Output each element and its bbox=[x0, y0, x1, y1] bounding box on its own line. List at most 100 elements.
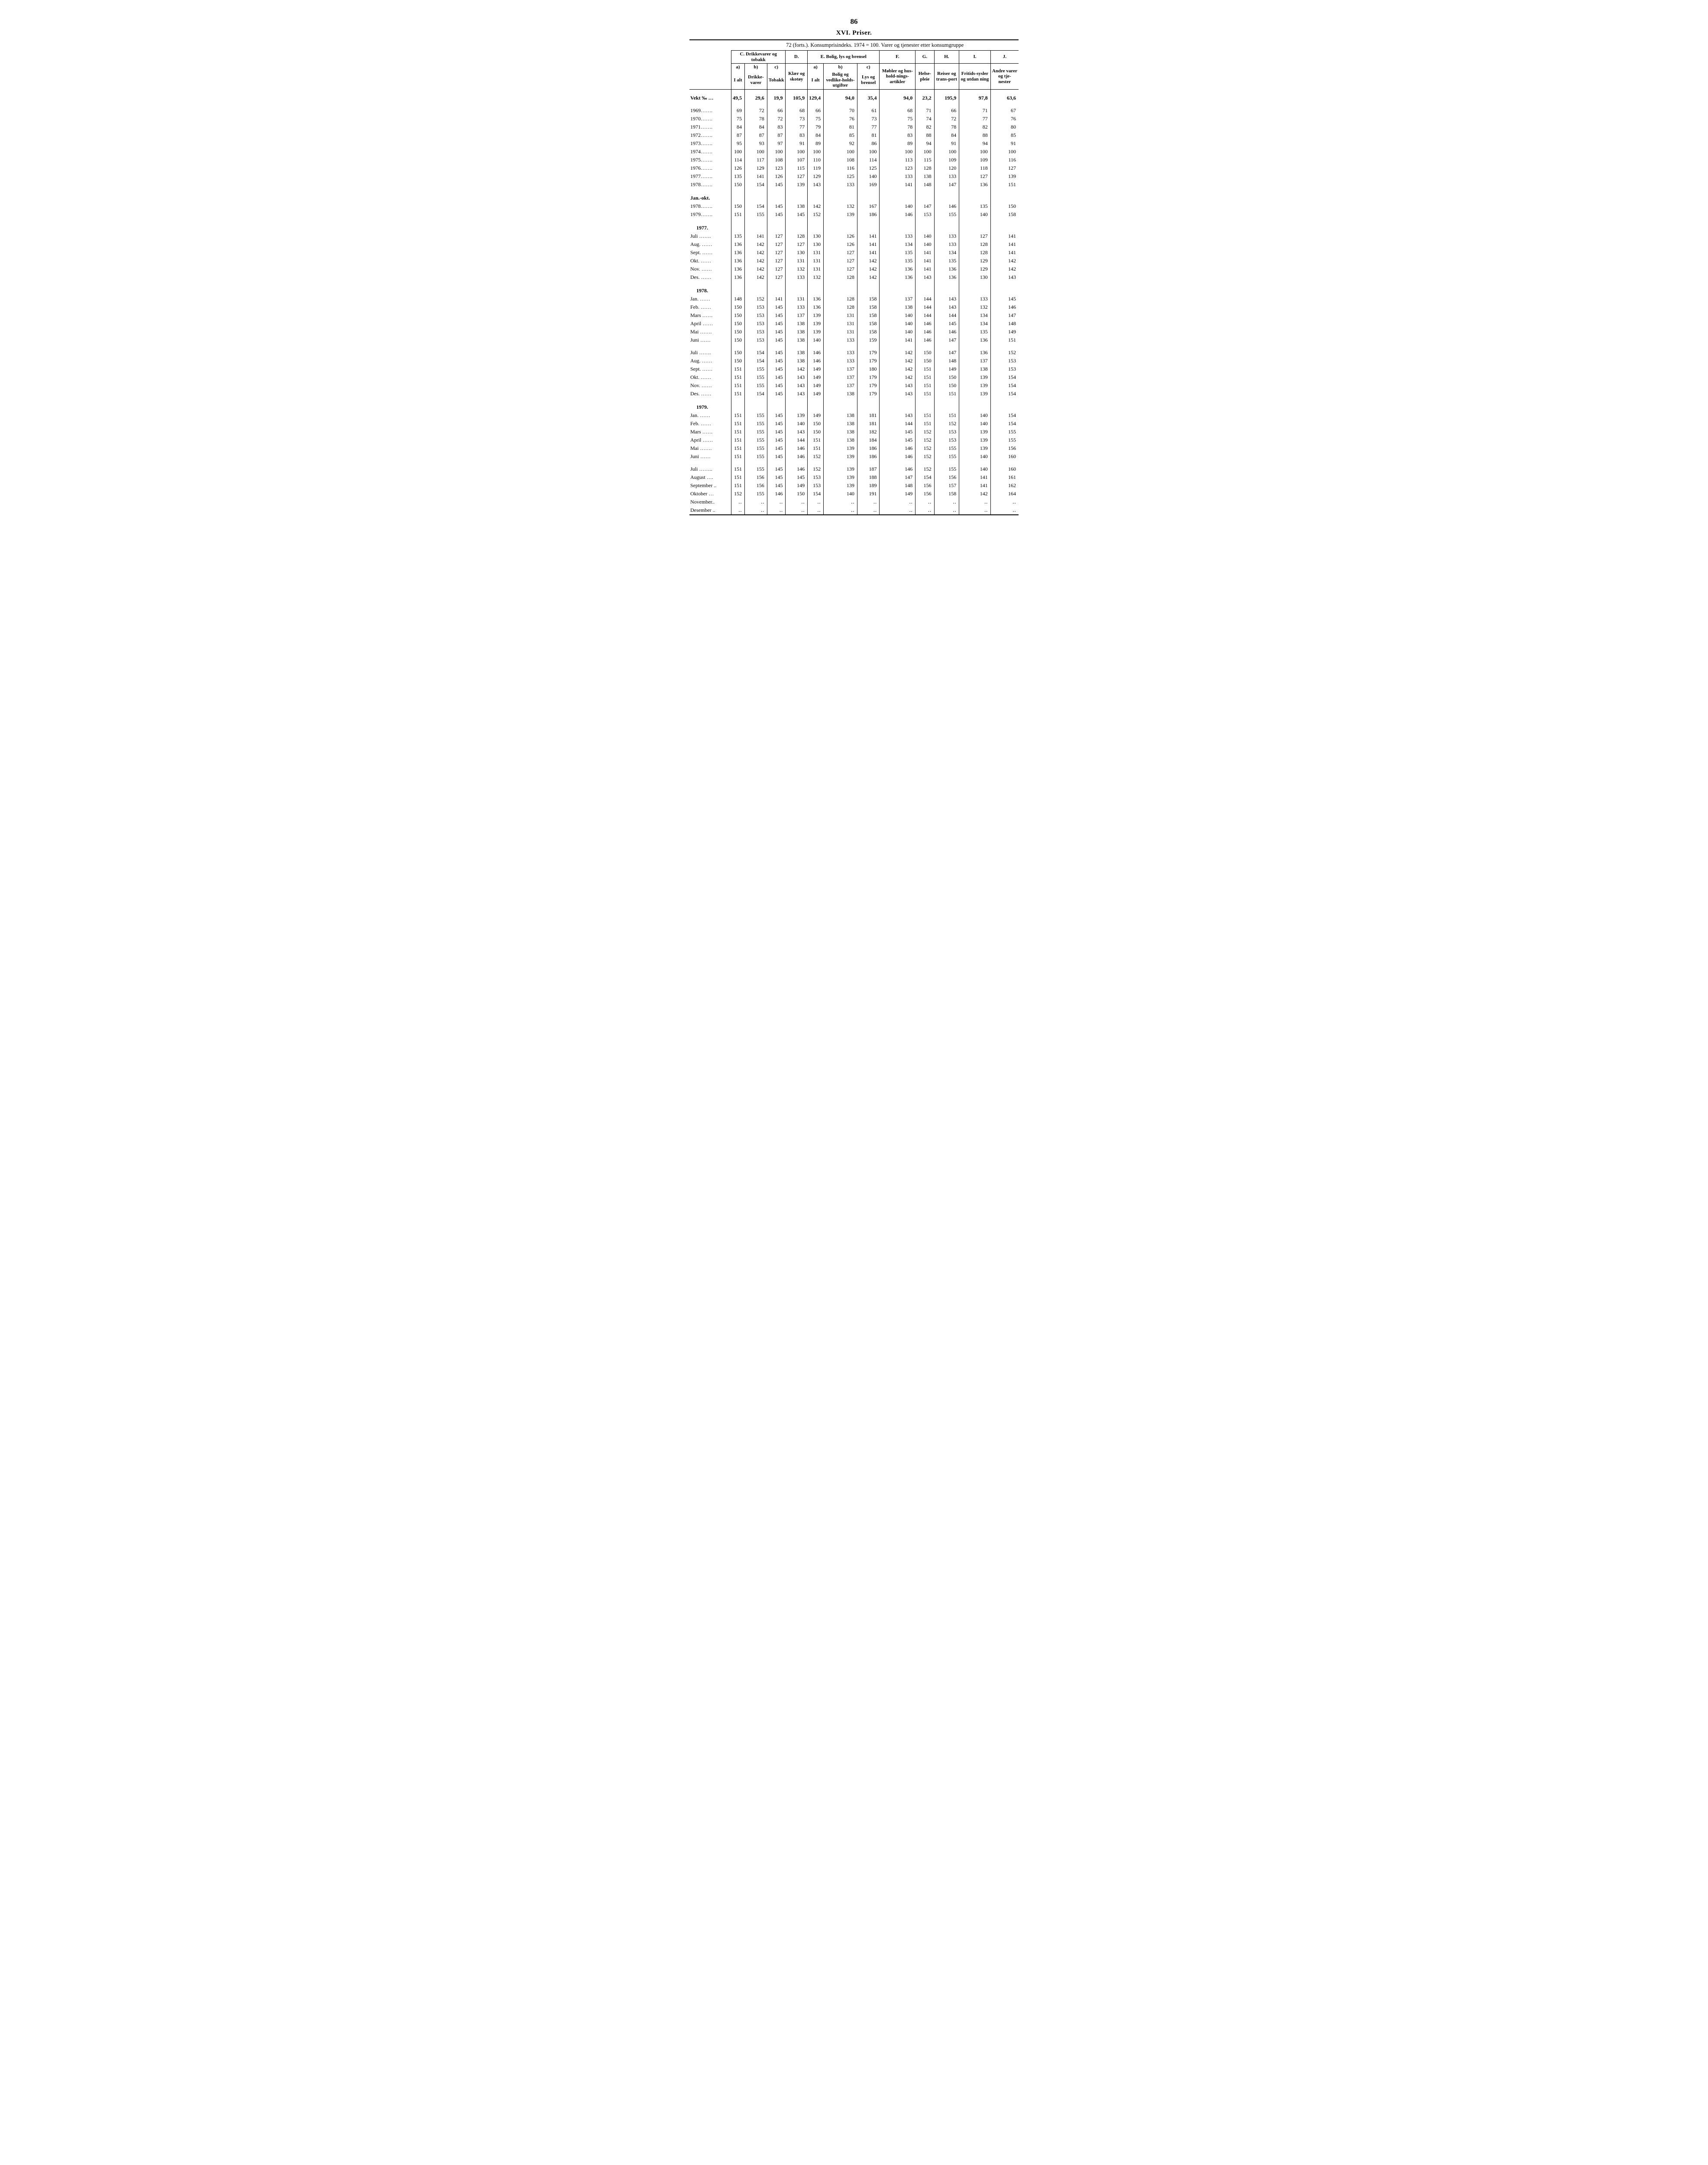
cell: 84 bbox=[934, 131, 959, 139]
cell: 131 bbox=[786, 295, 808, 303]
cell: 72 bbox=[745, 107, 767, 115]
cell: 140 bbox=[786, 420, 808, 428]
cell: ‥ bbox=[990, 498, 1019, 506]
cell: 88 bbox=[915, 131, 934, 139]
cell: 49,5 bbox=[731, 94, 745, 102]
row-label: Okt. …… bbox=[689, 257, 731, 265]
cell: 91 bbox=[990, 139, 1019, 148]
cell: 186 bbox=[857, 210, 880, 219]
cell: 140 bbox=[959, 465, 991, 473]
cell: 158 bbox=[857, 320, 880, 328]
cell: 85 bbox=[990, 131, 1019, 139]
cell: 127 bbox=[824, 257, 857, 265]
cell: 142 bbox=[990, 265, 1019, 273]
cell: 149 bbox=[808, 411, 824, 420]
cell: 131 bbox=[786, 257, 808, 265]
cell: 143 bbox=[786, 381, 808, 390]
cell: 100 bbox=[808, 148, 824, 156]
cell: 151 bbox=[915, 381, 934, 390]
cell: 142 bbox=[745, 257, 767, 265]
cell: 182 bbox=[857, 428, 880, 436]
cell: 139 bbox=[824, 465, 857, 473]
cell: 145 bbox=[767, 428, 786, 436]
row-label: Aug. …… bbox=[689, 240, 731, 249]
cell: 144 bbox=[915, 311, 934, 320]
cell: 133 bbox=[934, 232, 959, 240]
cell: 153 bbox=[745, 311, 767, 320]
cell: 73 bbox=[786, 115, 808, 123]
table-row: Mai …….150153145138139131158140146146135… bbox=[689, 328, 1019, 336]
cell: 133 bbox=[880, 232, 915, 240]
cell: 118 bbox=[959, 164, 991, 172]
cell: 151 bbox=[731, 452, 745, 461]
table-row: Okt. ……151155145143149137179142151150139… bbox=[689, 373, 1019, 381]
cell: ‥ bbox=[880, 498, 915, 506]
cell: 158 bbox=[857, 311, 880, 320]
cell: 155 bbox=[745, 210, 767, 219]
row-label: Nov. …… bbox=[689, 381, 731, 390]
cell: 150 bbox=[731, 303, 745, 311]
cell: 150 bbox=[990, 202, 1019, 210]
cell: 139 bbox=[959, 436, 991, 444]
cell: 152 bbox=[745, 295, 767, 303]
cell: 158 bbox=[934, 490, 959, 498]
cell: 134 bbox=[959, 311, 991, 320]
cell: ‥ bbox=[959, 506, 991, 515]
cell: 137 bbox=[880, 295, 915, 303]
cell: 138 bbox=[786, 357, 808, 365]
cell: 151 bbox=[990, 336, 1019, 344]
cell: 100 bbox=[880, 148, 915, 156]
cell: 75 bbox=[731, 115, 745, 123]
cell: 138 bbox=[786, 202, 808, 210]
cell: 155 bbox=[745, 490, 767, 498]
cell: 19,9 bbox=[767, 94, 786, 102]
cell: 127 bbox=[824, 249, 857, 257]
cell: 100 bbox=[990, 148, 1019, 156]
cell: 108 bbox=[767, 156, 786, 164]
cell: 115 bbox=[915, 156, 934, 164]
table-row: Juli …….15015414513814613317914215014713… bbox=[689, 349, 1019, 357]
sub-ca: a) bbox=[731, 64, 745, 71]
col-j: Andre varer og tje-nester bbox=[990, 64, 1019, 90]
cell: 126 bbox=[767, 172, 786, 181]
cell: 153 bbox=[990, 357, 1019, 365]
cell: 117 bbox=[745, 156, 767, 164]
cell: 141 bbox=[990, 240, 1019, 249]
price-index-table: 72 (forts.). Konsumprisindeks. 1974 = 10… bbox=[689, 39, 1019, 515]
row-label: 1979……. bbox=[689, 210, 731, 219]
cell: 127 bbox=[824, 265, 857, 273]
row-label: 1970……. bbox=[689, 115, 731, 123]
cell: 155 bbox=[745, 420, 767, 428]
cell: 149 bbox=[990, 328, 1019, 336]
cell: 140 bbox=[880, 311, 915, 320]
cell: 155 bbox=[934, 465, 959, 473]
cell: 155 bbox=[934, 210, 959, 219]
cell: 187 bbox=[857, 465, 880, 473]
col-f: Møbler og hus-hold-nings-artikler bbox=[880, 64, 915, 90]
cell: 152 bbox=[934, 420, 959, 428]
cell: ‥ bbox=[880, 506, 915, 515]
cell: 134 bbox=[934, 249, 959, 257]
cell: 139 bbox=[786, 411, 808, 420]
row-label: Juli ……. bbox=[689, 349, 731, 357]
cell: 143 bbox=[880, 411, 915, 420]
cell: 119 bbox=[808, 164, 824, 172]
cell: 145 bbox=[767, 411, 786, 420]
cell: 133 bbox=[934, 172, 959, 181]
cell: 138 bbox=[824, 390, 857, 398]
cell: 138 bbox=[880, 303, 915, 311]
cell: 145 bbox=[767, 336, 786, 344]
cell: 132 bbox=[824, 202, 857, 210]
cell: 158 bbox=[857, 303, 880, 311]
cell: 135 bbox=[959, 202, 991, 210]
cell: 83 bbox=[767, 123, 786, 131]
cell: 136 bbox=[880, 273, 915, 281]
cell: 129 bbox=[959, 257, 991, 265]
cell: 74 bbox=[915, 115, 934, 123]
row-label: Feb. …… bbox=[689, 303, 731, 311]
cell: 143 bbox=[990, 273, 1019, 281]
cell: 133 bbox=[880, 172, 915, 181]
cell: 144 bbox=[880, 420, 915, 428]
row-label: 1977. bbox=[689, 223, 731, 232]
cell: 154 bbox=[990, 390, 1019, 398]
